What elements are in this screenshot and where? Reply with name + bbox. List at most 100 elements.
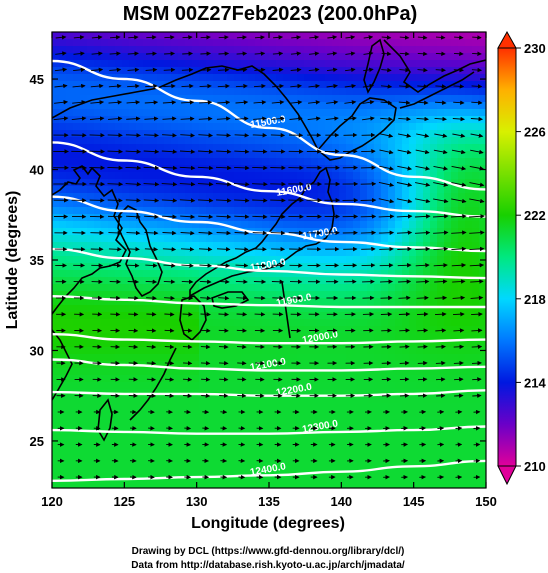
wind-vector [433,246,449,252]
wind-vector [272,83,284,89]
color-cell [395,186,403,194]
color-cell [297,242,305,250]
color-cell [122,445,130,453]
color-cell [458,438,466,446]
color-cell [416,466,424,474]
color-cell [325,123,333,131]
color-cell [283,403,291,411]
color-cell [283,354,291,362]
color-cell [108,305,116,313]
color-cell [136,403,144,411]
color-cell [157,438,165,446]
color-cell [360,39,368,47]
color-cell [122,354,130,362]
color-cell [248,116,256,124]
color-cell [255,347,263,355]
color-cell [409,466,417,474]
color-cell [206,123,214,131]
color-cell [199,333,207,341]
color-cell [94,228,102,236]
color-cell [290,214,298,222]
color-cell [318,298,326,306]
color-cell [318,221,326,229]
color-cell [213,368,221,376]
wind-vector [379,149,394,155]
color-cell [458,60,466,68]
wind-vector [470,149,484,155]
wind-vector [415,263,430,268]
color-cell [220,319,228,327]
color-cell [402,53,410,61]
color-cell [360,368,368,376]
color-cell [430,403,438,411]
y-tick-label: 35 [30,253,44,268]
color-cell [409,74,417,82]
color-cell [269,438,277,446]
color-cell [416,403,424,411]
color-cell [206,424,214,432]
color-cell [227,200,235,208]
color-cell [395,263,403,271]
color-cell [395,235,403,243]
color-cell [402,480,410,488]
color-cell [227,186,235,194]
color-cell [171,95,179,103]
color-cell [220,74,228,82]
color-cell [381,284,389,292]
color-cell [346,466,354,474]
color-cell [73,326,81,334]
color-cell [416,277,424,285]
color-cell [143,410,151,418]
color-cell [241,214,249,222]
color-cell [465,67,473,75]
color-cell [304,137,312,145]
color-cell [185,228,193,236]
color-cell [73,242,81,250]
wind-vector [128,344,139,350]
color-cell [374,438,382,446]
color-cell [101,151,109,159]
color-cell [108,123,116,131]
color-cell [444,361,452,369]
color-cell [332,375,340,383]
color-cell [297,172,305,180]
color-cell [402,249,410,257]
color-cell [164,410,172,418]
color-cell [59,347,67,355]
color-cell [129,95,137,103]
color-cell [451,368,459,376]
color-cell [346,53,354,61]
color-cell [304,326,312,334]
color-cell [52,81,60,89]
color-cell [255,417,263,425]
color-cell [255,207,263,215]
color-cell [276,298,284,306]
color-cell [108,88,116,96]
color-cell [129,403,137,411]
color-cell [136,95,144,103]
color-cell [220,466,228,474]
color-cell [129,354,137,362]
color-cell [255,221,263,229]
color-cell [255,284,263,292]
color-cell [332,459,340,467]
wind-vector [271,100,285,105]
color-cell [52,207,60,215]
color-cell [136,382,144,390]
color-cell [367,256,375,264]
color-cell [416,130,424,138]
color-cell [101,116,109,124]
color-cell [339,137,347,145]
color-cell [157,333,165,341]
color-cell [129,81,137,89]
color-cell [248,88,256,96]
color-cell [332,305,340,313]
color-cell [451,417,459,425]
color-cell [248,60,256,68]
color-cell [143,74,151,82]
color-cell [129,270,137,278]
color-cell [129,319,137,327]
wind-vector [414,230,431,235]
color-cell [409,179,417,187]
color-cell [262,291,270,299]
